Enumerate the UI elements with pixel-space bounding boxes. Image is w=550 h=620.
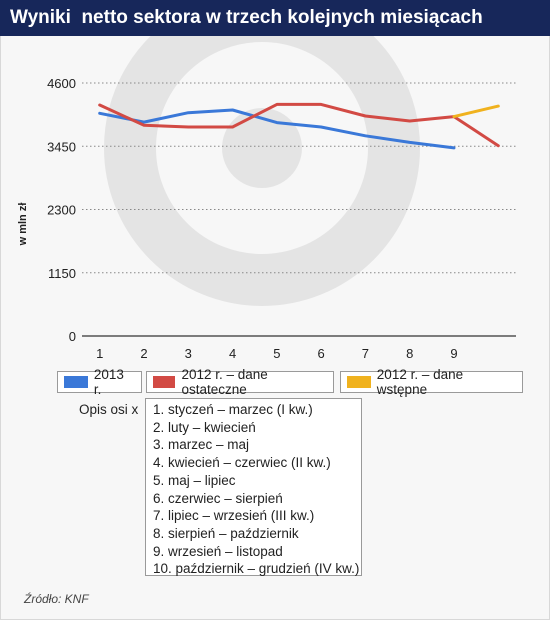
x-axis-description-box: 1. styczeń – marzec (I kw.) 2. luty – kw… xyxy=(145,398,362,576)
x-tick-label: 5 xyxy=(273,346,280,361)
y-tick-label: 0 xyxy=(69,329,76,344)
x-axis-description-item: 8. sierpień – październik xyxy=(153,525,299,541)
x-tick-labels: 1 2 3 4 5 6 7 8 9 xyxy=(96,346,458,361)
x-axis-description-item: 2. luty – kwiecień xyxy=(153,419,256,435)
legend-item-2012-final: 2012 r. – dane ostateczne xyxy=(146,367,334,397)
x-axis-description-item: 10. październik – grudzień (IV kw.) xyxy=(153,561,360,577)
legend-label-2013: 2013 r. xyxy=(93,367,124,397)
legend-swatch-2012-final xyxy=(153,376,176,388)
y-tick-label: 4600 xyxy=(47,76,76,91)
x-tick-label: 6 xyxy=(318,346,325,361)
x-axis-description-item: 4. kwiecień – czerwiec (II kw.) xyxy=(153,455,331,471)
x-tick-label: 7 xyxy=(362,346,369,361)
legend-item-2013: 2013 r. xyxy=(57,367,142,397)
series-line-2012-prelim xyxy=(452,104,500,119)
x-axis-description-label: Opis osi x xyxy=(79,402,139,417)
series-line-2012-final xyxy=(98,102,500,148)
x-axis-description-item: 5. maj – lipiec xyxy=(153,472,236,488)
x-tick-label: 4 xyxy=(229,346,236,361)
series-line-2013 xyxy=(98,108,456,150)
legend-swatch-2013 xyxy=(64,376,88,388)
x-axis-description-item: 3. marzec – maj xyxy=(153,437,250,453)
x-tick-label: 1 xyxy=(96,346,103,361)
line-chart: 0 1150 2300 3450 4600 1 2 3 4 5 6 7 8 9 w mln zł xyxy=(17,36,516,361)
series-lines xyxy=(98,102,500,150)
legend-item-2012-prelim: 2012 r. – dane wstępne xyxy=(340,367,523,397)
x-axis-description-item: 1. styczeń – marzec (I kw.) xyxy=(153,402,313,417)
chart-title: Wyniki netto sektora w trzech kolejnych … xyxy=(10,7,483,28)
grid-lines xyxy=(82,82,516,337)
y-tick-labels: 0 1150 2300 3450 4600 xyxy=(47,76,76,344)
x-tick-label: 3 xyxy=(185,346,192,361)
x-tick-label: 8 xyxy=(406,346,413,361)
x-tick-label: 9 xyxy=(450,346,457,361)
y-tick-label: 1150 xyxy=(48,266,76,281)
source-note: Źródło: KNF xyxy=(24,592,89,606)
legend-swatch-2012-prelim xyxy=(347,376,371,388)
watermark-logo xyxy=(104,36,420,306)
y-tick-label: 2300 xyxy=(47,203,76,218)
legend-label-2012-final: 2012 r. – dane ostateczne xyxy=(181,367,268,397)
legend-label-2012-prelim: 2012 r. – dane wstępne xyxy=(376,367,464,397)
x-tick-label: 2 xyxy=(140,346,147,361)
x-axis-description-item: 6. czerwiec – sierpień xyxy=(153,490,283,506)
x-axis-description-item: 7. lipiec – wrzesień (III kw.) xyxy=(153,508,315,524)
y-axis-label: w mln zł xyxy=(17,203,29,247)
y-tick-label: 3450 xyxy=(47,139,76,154)
title-bar: Wyniki netto sektora w trzech kolejnych … xyxy=(0,0,550,36)
x-axis-description-item: 9. wrzesień – listopad xyxy=(153,543,283,559)
